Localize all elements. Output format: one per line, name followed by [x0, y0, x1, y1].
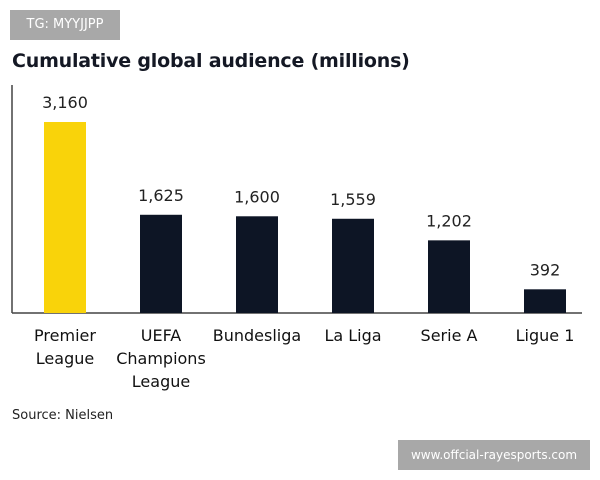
bar	[428, 240, 470, 313]
chart-title: Cumulative global audience (millions)	[12, 50, 410, 72]
tick-label: League	[36, 349, 94, 368]
bar	[44, 122, 86, 313]
bar	[140, 214, 182, 313]
source-note: Source: Nielsen	[12, 408, 114, 423]
data-label: 1,600	[234, 187, 280, 206]
tick-label: UEFA	[141, 326, 182, 345]
tick-label: Premier	[34, 326, 96, 345]
tick-label: La Liga	[324, 326, 381, 345]
tick-label: Bundesliga	[213, 326, 301, 345]
watermark-tag: TG: MYYJJPP	[10, 10, 120, 40]
bar	[236, 216, 278, 313]
tick-label: League	[132, 372, 190, 391]
bar-chart: 3,160 Premier League 1,625 UEFA Champions Leag…	[11, 85, 582, 391]
data-label: 3,160	[42, 93, 88, 112]
data-label: 1,625	[138, 186, 184, 205]
tick-label: Champions	[116, 349, 206, 368]
bar	[524, 289, 566, 313]
data-label: 392	[530, 260, 561, 279]
bar	[332, 218, 374, 313]
data-label: 1,559	[330, 190, 376, 209]
tick-label: Ligue 1	[516, 326, 575, 345]
watermark-url: www.offcial-rayesports.com	[398, 440, 590, 470]
data-label: 1,202	[426, 211, 472, 230]
tick-label: Serie A	[421, 326, 478, 345]
